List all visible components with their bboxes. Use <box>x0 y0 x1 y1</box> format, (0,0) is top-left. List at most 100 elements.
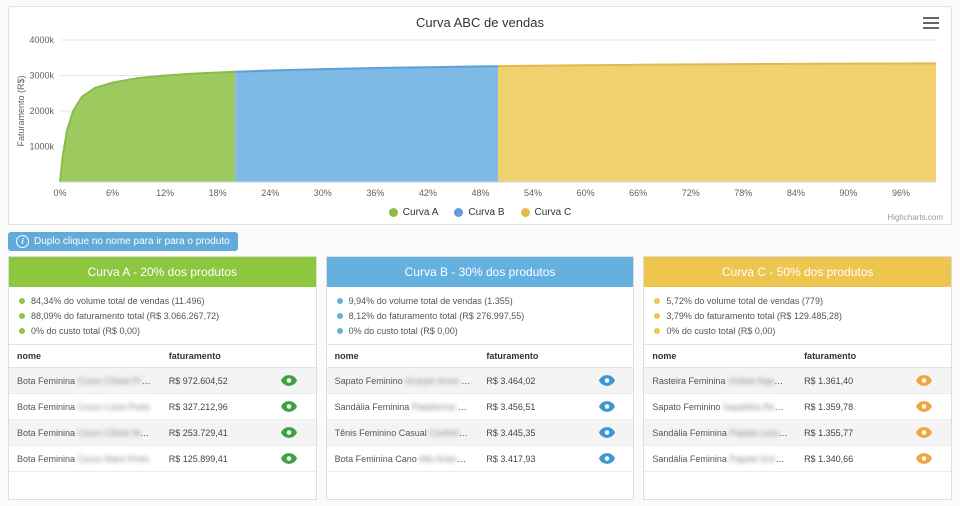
x-axis-tick-label: 66% <box>629 188 647 198</box>
product-revenue: R$ 972.604,52 <box>160 367 263 394</box>
view-product-icon[interactable] <box>598 375 615 386</box>
product-name-blurred: Couro Luiza Preto <box>77 401 151 412</box>
product-name[interactable]: Sandália Feminina <box>652 453 727 464</box>
view-product-icon[interactable] <box>280 453 297 464</box>
abc-panels: Curva A - 20% dos produtos 84,34% do vol… <box>8 256 953 500</box>
view-product-icon[interactable] <box>598 401 615 412</box>
column-header-actions <box>897 344 952 368</box>
product-name[interactable]: Sandália Feminina <box>334 401 410 412</box>
product-name-blurred: Couro Alara Preto <box>77 453 150 464</box>
bullet-icon <box>19 313 25 319</box>
product-name[interactable]: Sapato Feminino <box>652 401 721 412</box>
view-product-icon[interactable] <box>916 453 933 464</box>
product-name[interactable]: Rasteira Feminina <box>652 375 726 386</box>
product-name-blurred: Sapatilha Renata Nude <box>722 401 796 412</box>
column-header-faturamento: faturamento <box>160 344 263 368</box>
product-name[interactable]: Bota Feminina Cano <box>334 453 417 464</box>
stat-line: 0% do custo total (R$ 0,00) <box>336 326 624 336</box>
product-name[interactable]: Sapato Feminino <box>334 375 403 386</box>
table-row[interactable]: Bota Feminina Couro Cibele Preto R$ 972.… <box>9 367 316 394</box>
table-row[interactable]: Sandália Feminina Papete Grey Metalizado… <box>644 445 952 472</box>
curva-c-panel: Curva C - 50% dos produtos 5,72% do volu… <box>643 256 953 500</box>
product-name-blurred: Couro Cibele Preto <box>77 375 155 386</box>
table-row[interactable]: Rasteira Feminina Violeta Napa Pinhão R$… <box>644 367 952 394</box>
stat-line: 9,94% do volume total de vendas (1.355) <box>336 296 624 306</box>
view-product-icon[interactable] <box>916 427 933 438</box>
curva-b-products-table: nome faturamento Sapato Feminino Scarpin… <box>326 344 634 472</box>
legend-label: Curva A <box>402 207 439 218</box>
legend-item-curva-a[interactable]: Curva A <box>388 207 439 218</box>
product-name[interactable]: Bota Feminina <box>17 427 76 438</box>
curva-c-products-table: nome faturamento Rasteira Feminina Viole… <box>644 344 952 472</box>
curva-a-products-table: nome faturamento Bota Feminina Couro Cib… <box>9 344 316 472</box>
view-product-icon[interactable] <box>598 427 615 438</box>
view-product-icon[interactable] <box>280 375 297 386</box>
product-name[interactable]: Bota Feminina <box>17 453 76 464</box>
table-row[interactable]: Tênis Feminino Casual Conforto Marion da… <box>326 419 634 446</box>
stat-text: 0% do custo total (R$ 0,00) <box>348 326 458 336</box>
column-header-faturamento: faturamento <box>478 344 580 368</box>
bullet-icon <box>19 298 25 304</box>
column-header-actions <box>262 344 316 368</box>
abc-curve-chart[interactable]: 1000k 2000k 3000k 4000k 0% 6% 12% 18% 24% 30% 36% 4… <box>14 30 946 206</box>
view-product-icon[interactable] <box>916 375 933 386</box>
x-axis-tick-label: 18% <box>209 188 227 198</box>
curva-b-panel-title: Curva B - 30% dos produtos <box>326 257 634 287</box>
x-axis-tick-label: 42% <box>419 188 437 198</box>
product-revenue: R$ 1.355,77 <box>796 419 898 446</box>
curve-line <box>497 62 937 68</box>
table-row[interactable]: Bota Feminina Couro Cibele Marrom R$ 253… <box>9 419 316 446</box>
stat-text: 9,94% do volume total de vendas (1.355) <box>348 296 513 306</box>
product-revenue: R$ 3.464,02 <box>478 367 580 394</box>
legend-item-curva-b[interactable]: Curva B <box>454 207 505 218</box>
stat-text: 88,09% do faturamento total (R$ 3.066.26… <box>31 311 220 321</box>
chart-legend: Curva A Curva B Curva C <box>9 206 951 224</box>
bullet-icon <box>654 328 661 334</box>
product-name-blurred: Couro Cibele Marrom <box>77 427 161 438</box>
stat-line: 0% do custo total (R$ 0,00) <box>19 326 306 336</box>
stat-line: 5,72% do volume total de vendas (779) <box>654 296 941 306</box>
view-product-icon[interactable] <box>280 427 297 438</box>
stat-text: 0% do custo total (R$ 0,00) <box>666 326 776 336</box>
product-name[interactable]: Bota Feminina <box>17 375 76 386</box>
curva-c-panel-title: Curva C - 50% dos produtos <box>644 257 952 287</box>
y-axis-title: Faturamento (R$) <box>16 75 26 146</box>
stat-text: 8,12% do faturamento total (R$ 276.997,5… <box>348 311 525 321</box>
product-name-blurred: Conforto Marion da Val… <box>429 427 479 438</box>
highcharts-credits-link[interactable]: Highcharts.com <box>887 213 943 222</box>
product-revenue: R$ 1.361,40 <box>796 367 898 394</box>
product-revenue: R$ 253.729,41 <box>160 419 263 446</box>
table-row[interactable]: Sandália Feminina Plataforma Malu Offwhi… <box>326 393 634 420</box>
info-badge-text: Duplo clique no nome para ir para o prod… <box>34 236 230 247</box>
view-product-icon[interactable] <box>280 401 297 412</box>
table-row[interactable]: Bota Feminina Couro Alara Preto R$ 125.8… <box>9 445 316 472</box>
stat-line: 3,79% do faturamento total (R$ 129.485,2… <box>654 311 941 321</box>
view-product-icon[interactable] <box>598 453 615 464</box>
view-product-icon[interactable] <box>916 401 933 412</box>
column-header-nome: nome <box>644 344 797 368</box>
product-revenue: R$ 1.359,78 <box>796 393 898 420</box>
product-name[interactable]: Bota Feminina <box>17 401 76 412</box>
table-row[interactable]: Sapato Feminino Scarpin Anne Verniz R$ 3… <box>326 367 634 394</box>
product-revenue: R$ 3.445,35 <box>478 419 580 446</box>
legend-dot-icon <box>388 208 398 217</box>
product-revenue: R$ 3.417,93 <box>478 445 580 472</box>
table-row[interactable]: Bota Feminina Cano Alto Ariane Marrom R$… <box>326 445 634 472</box>
column-header-actions <box>579 344 634 368</box>
x-axis-tick-label: 36% <box>366 188 384 198</box>
table-row[interactable]: Bota Feminina Couro Luiza Preto R$ 327.2… <box>9 393 316 420</box>
product-name-blurred: Scarpin Anne Verniz <box>405 375 479 386</box>
product-name[interactable]: Sandália Feminina <box>652 427 727 438</box>
x-axis-tick-label: 24% <box>261 188 279 198</box>
stat-text: 5,72% do volume total de vendas (779) <box>666 296 823 306</box>
legend-item-curva-c[interactable]: Curva C <box>520 207 571 218</box>
chart-context-menu-icon[interactable] <box>923 17 939 32</box>
product-name[interactable]: Tênis Feminino Casual <box>334 427 427 438</box>
product-revenue: R$ 1.340,66 <box>796 445 898 472</box>
stat-text: 3,79% do faturamento total (R$ 129.485,2… <box>666 311 842 321</box>
column-header-faturamento: faturamento <box>796 344 898 368</box>
table-row[interactable]: Sapato Feminino Sapatilha Renata Nude R$… <box>644 393 952 420</box>
product-name-blurred: Papete Grey Metalizado <box>729 453 796 464</box>
curva-c-stats: 5,72% do volume total de vendas (779) 3,… <box>644 287 951 344</box>
table-row[interactable]: Sandália Feminina Papete Lara Marrom R$ … <box>644 419 952 446</box>
